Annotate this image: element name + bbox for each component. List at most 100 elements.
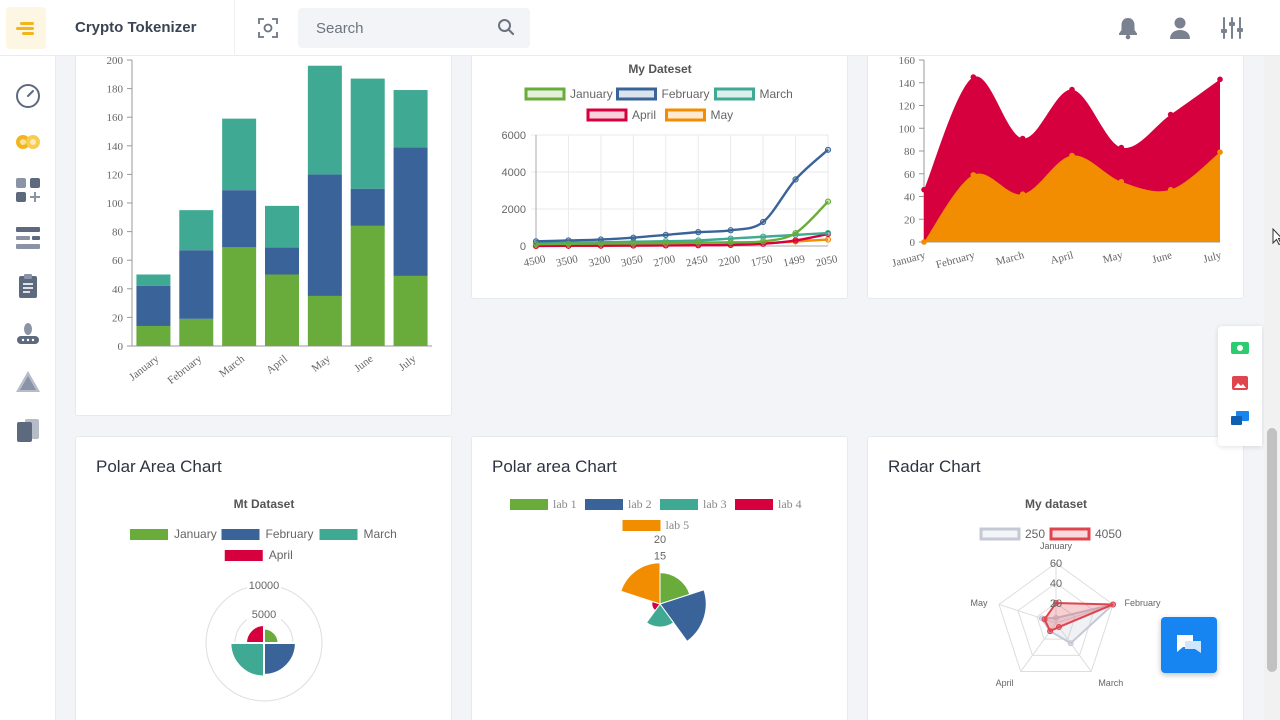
y-tick-label: 80: [112, 227, 124, 239]
bar-segment: [136, 325, 171, 346]
data-point: [1019, 191, 1026, 198]
data-point: [1041, 616, 1048, 623]
x-tick-label: 2700: [652, 253, 677, 269]
data-point: [1019, 135, 1026, 142]
data-point: [662, 240, 669, 247]
layout-icon[interactable]: [14, 224, 42, 252]
chat-bubbles-icon[interactable]: [1231, 411, 1249, 427]
y-tick-label: 40: [904, 192, 916, 204]
data-point: [1217, 149, 1223, 155]
card-title: Radar Chart: [888, 457, 981, 476]
data-point: [565, 240, 572, 247]
chat-button[interactable]: [1161, 617, 1217, 673]
top-bar: Crypto Tokenizer: [0, 0, 1280, 56]
legend-swatch: [714, 87, 755, 101]
bell-icon[interactable]: [1117, 16, 1139, 40]
coins-icon[interactable]: [14, 128, 42, 156]
hand-icon[interactable]: [14, 320, 42, 348]
warning-icon[interactable]: [14, 368, 42, 396]
y-tick-label: 120: [107, 169, 124, 181]
page-scrollbar[interactable]: [1264, 56, 1280, 720]
axis-label: May: [971, 598, 989, 608]
data-point: [1055, 624, 1062, 631]
legend-swatch: [524, 87, 566, 101]
legend-label: February: [266, 527, 314, 541]
radial-tick-label: 20: [654, 534, 666, 546]
search-icon[interactable]: [497, 18, 515, 36]
data-point: [1167, 111, 1174, 118]
legend-label: lab 3: [703, 497, 727, 511]
legend-swatch: [224, 550, 263, 561]
sliders-icon[interactable]: [1220, 16, 1244, 40]
x-tick-label: 3200: [587, 253, 612, 269]
radar-card: Radar Chart My dataset 250 4050 January Febr…: [867, 436, 1244, 720]
data-point: [1069, 152, 1075, 159]
x-tick-label: March: [217, 353, 247, 380]
bar-segment: [393, 147, 428, 276]
data-point: [1118, 178, 1125, 185]
data-point: [970, 172, 977, 178]
bar-segment: [179, 318, 214, 346]
user-icon[interactable]: [1169, 16, 1191, 40]
polar-area-card: Polar Area Chart Mt Dataset January Februa…: [75, 436, 452, 720]
legend-swatch: [660, 499, 698, 510]
data-point: [630, 234, 637, 241]
x-tick-label: May: [309, 353, 333, 375]
chat-icon: [1177, 635, 1201, 653]
bar-segment: [179, 210, 214, 251]
y-tick-label: 140: [899, 78, 916, 90]
legend-label: lab 2: [628, 497, 652, 511]
radial-tick-label: 10000: [249, 580, 280, 592]
bar-segment: [307, 65, 342, 175]
data-point: [727, 239, 734, 246]
bar-segment: [350, 78, 385, 189]
x-tick-label: 3500: [555, 253, 580, 269]
data-point: [1067, 640, 1074, 647]
data-point: [792, 237, 799, 244]
legend-label: January: [570, 87, 613, 101]
scroll-thumb[interactable]: [1267, 428, 1277, 672]
x-tick-label: 2050: [815, 253, 840, 269]
x-tick-label: June: [1151, 249, 1174, 266]
brand-title: Crypto Tokenizer: [75, 19, 197, 36]
data-point: [1053, 615, 1059, 621]
x-tick-label: April: [264, 353, 290, 377]
menu-toggle-button[interactable]: [6, 7, 46, 49]
legend-swatch: [585, 499, 623, 510]
data-point: [1069, 86, 1075, 93]
legend-swatch: [735, 499, 773, 510]
bar-segment: [265, 274, 299, 346]
polar-area-card-2: Polar area Chart lab 1 lab 2 lab 3 lab 4 lab…: [471, 436, 848, 720]
x-tick-label: July: [1202, 249, 1223, 265]
bar-segment: [393, 90, 428, 148]
polar-segment: [659, 589, 707, 643]
clipboard-icon[interactable]: [14, 272, 42, 300]
y-tick-label: 100: [899, 123, 916, 135]
bar-segment: [179, 250, 214, 319]
x-tick-label: 1750: [750, 253, 775, 269]
bar-segment: [222, 247, 257, 346]
search-input[interactable]: [298, 8, 530, 48]
legend-label: 4050: [1095, 527, 1122, 541]
legend-swatch: [1049, 527, 1091, 541]
legend-label: lab 1: [553, 497, 577, 511]
money-icon[interactable]: [1231, 341, 1249, 355]
y-tick-label: 2000: [502, 204, 526, 216]
bar-segment: [307, 174, 342, 296]
area-chart-card: 0 20 40 60 80 100 120 140 160 January February Marc…: [867, 30, 1244, 299]
x-tick-label: 2200: [717, 253, 742, 269]
x-tick-label: June: [352, 353, 375, 375]
legend-swatch: [319, 529, 358, 540]
image-icon[interactable]: [1232, 376, 1248, 390]
bar-segment: [350, 188, 385, 226]
widgets-icon[interactable]: [14, 176, 42, 204]
x-tick-label: 2450: [685, 253, 710, 269]
pages-icon[interactable]: [14, 416, 42, 444]
scan-button[interactable]: [234, 0, 298, 56]
y-tick-label: 160: [899, 55, 916, 67]
dashboard-icon[interactable]: [14, 82, 42, 110]
chart-title: My Dateset: [628, 62, 691, 76]
legend-label: February: [662, 87, 710, 101]
legend-swatch: [665, 108, 706, 122]
tick-backdrop: [247, 607, 281, 620]
